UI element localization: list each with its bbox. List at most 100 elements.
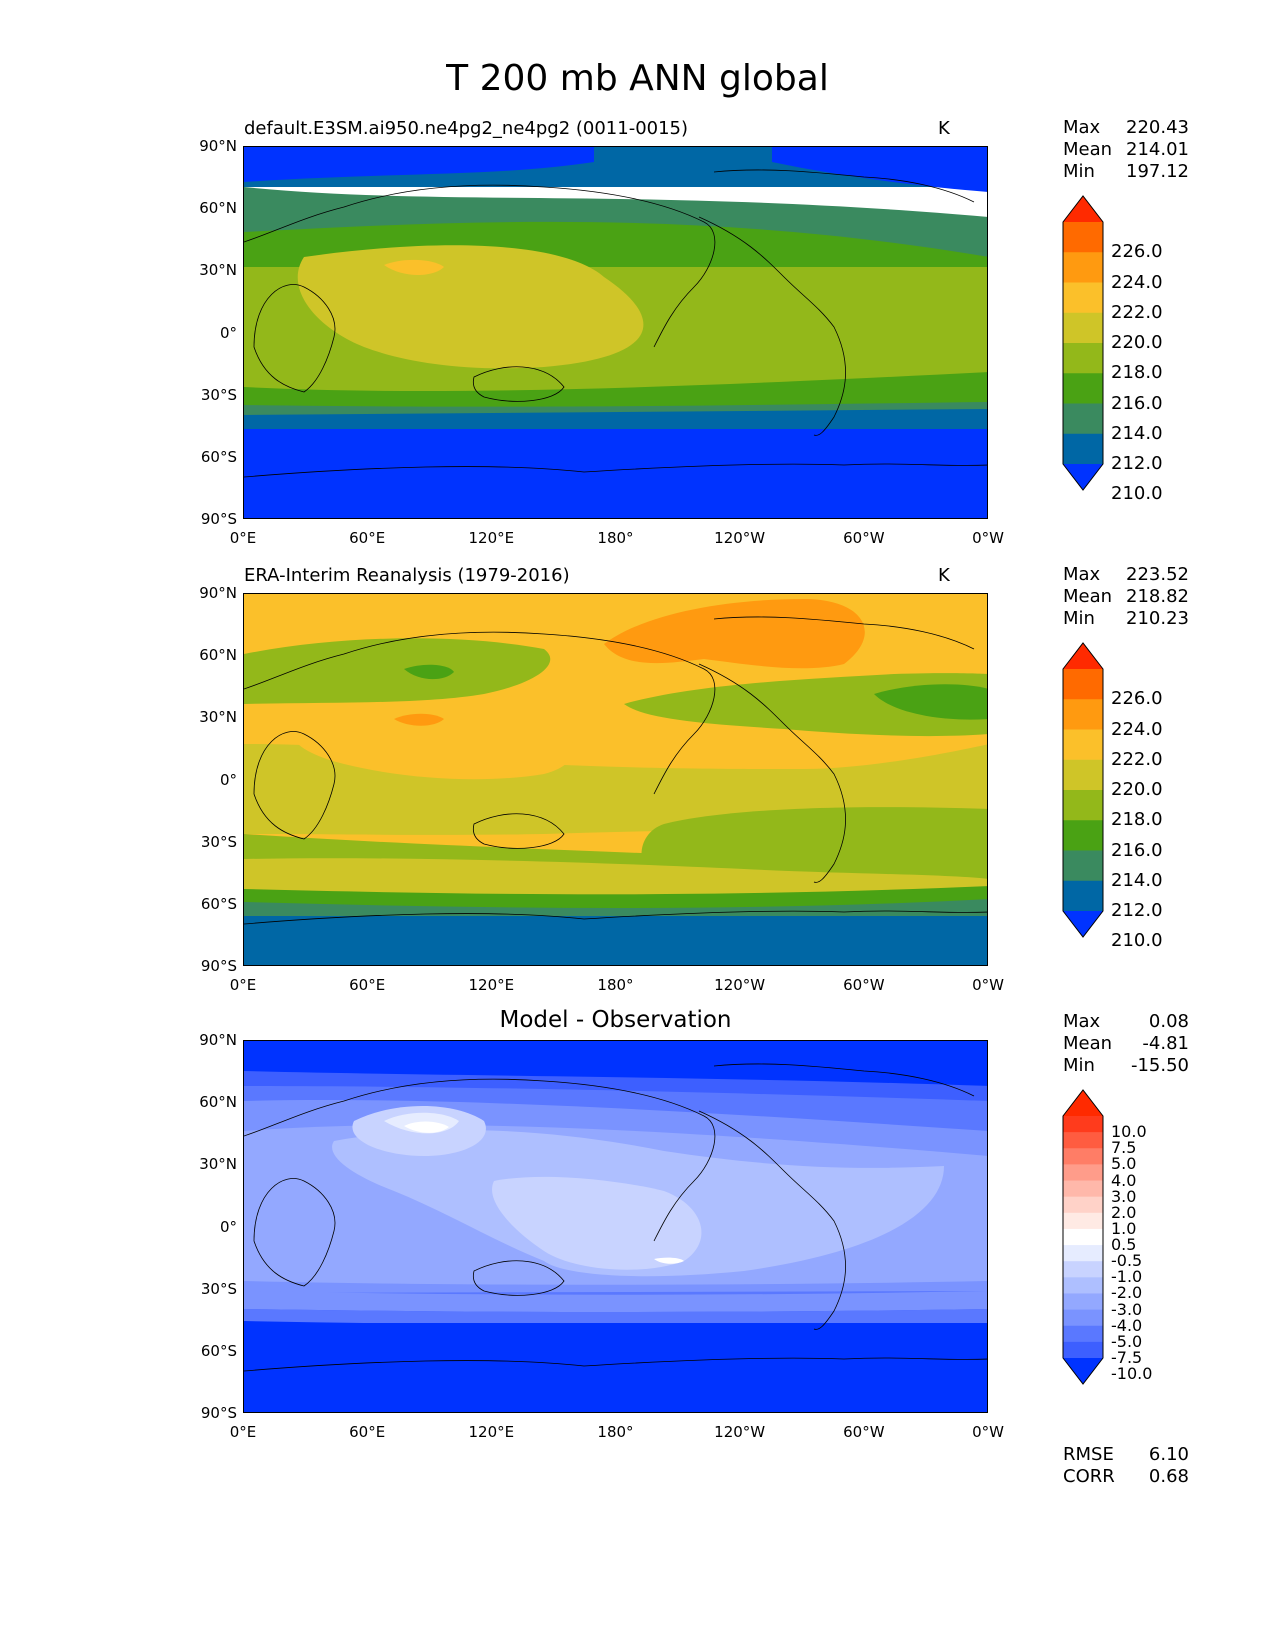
metrics: RMSE 6.10 CORR 0.68 [1063,1444,1189,1488]
colorbar-tick-label: 216.0 [1111,839,1163,861]
y-tick-label: 60°N [199,646,237,665]
colorbar-segment [1063,880,1103,912]
y-tick-label: 30°S [200,832,237,851]
colorbar-outline [1062,195,1104,491]
panel-3-title: Model - Observation [499,1007,732,1033]
x-tick-label: 0°W [972,529,1004,547]
obs-region-asia-cool [244,638,551,704]
main-title: T 200 mb ANN global [446,58,829,99]
colorbar-tick-label: 218.0 [1111,809,1163,831]
colorbar-tick-label: -7.5 [1111,1348,1143,1367]
obs-coastlines [244,616,987,925]
colorbar-segment [1063,1228,1103,1246]
stat-mean-label: Mean [1063,586,1113,607]
diff-region-warm-pool [492,1176,702,1270]
colorbar-tick-label: 212.0 [1111,900,1163,921]
colorbar-tick-label: 220.0 [1111,779,1163,800]
stat-min-value: 210.23 [1126,608,1189,629]
colorbar-segment [1063,343,1103,374]
stat-min-label: Min [1063,161,1095,182]
model-coastlines [244,169,987,478]
colorbar-segment [1063,1309,1103,1327]
model-band-southern-ocean [244,409,987,432]
colorbar-tick-label: -1.0 [1111,1267,1143,1287]
colorbar-tick-label: 224.0 [1111,271,1163,293]
stat-max-label: Max [1063,1011,1101,1032]
colorbar-tick-label: 2.0 [1111,1202,1137,1222]
map-model-svg [244,147,987,518]
colorbar-segment [1063,1261,1103,1278]
y-tick-label: 60°N [199,1093,237,1112]
y-tick-label: 30°S [200,385,237,404]
stats-diff: Max 0.08 Mean -4.81 Min -15.50 [1063,1011,1189,1077]
y-tick-label: 60°S [200,447,237,466]
map-model [243,146,988,519]
y-tick-label: 0° [219,1217,237,1236]
obs-band-antarctic [244,916,987,965]
colorbar-tick-label: 218.0 [1111,362,1163,384]
diff-region-asia-core [404,1121,449,1133]
model-region-arctic-left [244,147,594,182]
panel-1-units: K [938,118,950,139]
colorbar-tick-label: -5.0 [1111,1331,1143,1351]
colorbar-tick-label: -10.0 [1111,1364,1153,1384]
stats-obs: Max 223.52 Mean 218.82 Min 210.23 [1063,564,1189,630]
colorbar-tick-label: 220.0 [1111,332,1163,353]
colorbar-tick-label: 210.0 [1111,930,1163,952]
map-obs [243,593,988,966]
stat-min-label: Min [1063,1055,1095,1076]
stat-mean-value: 214.01 [1126,139,1189,160]
corr-label: CORR [1063,1466,1115,1487]
corr-value: 0.68 [1148,1466,1189,1487]
colorbar-segment [1063,1341,1103,1359]
panel-2-units: K [938,565,950,586]
colorbar-diff [1062,1089,1104,1385]
map-obs-svg [244,594,987,965]
x-tick-label: 120°E [468,976,515,994]
x-tick-label: 0°E [229,976,257,994]
stat-max-value: 0.08 [1148,1011,1189,1032]
colorbar-segment [1063,699,1103,730]
x-tick-label: 0°W [972,1423,1004,1441]
colorbar-segment [1063,820,1103,851]
y-tick-label: 60°S [200,894,237,913]
panel-1-title: default.E3SM.ai950.ne4pg2_ne4pg2 (0011-0… [244,118,689,139]
colorbar-obs [1062,642,1104,938]
model-region-warm-spot [384,259,444,275]
y-tick-label: 90°N [199,137,237,155]
diff-band-south-l2 [244,1309,987,1326]
x-tick-label: 120°E [468,1423,515,1441]
stat-mean-label: Mean [1063,139,1113,160]
obs-band-south-subtropic [244,858,987,894]
diff-band-south-l1 [244,1291,987,1312]
colorbar-segment [1063,1293,1103,1311]
colorbar-tick-label: 210.0 [1111,483,1163,505]
colorbar-segment [1063,222,1103,253]
stat-max-label: Max [1063,117,1101,138]
rmse-value: 6.10 [1148,1444,1189,1465]
stats-model: Max 220.43 Mean 214.01 Min 197.12 [1063,117,1189,183]
x-tick-label: 60°E [349,976,386,994]
colorbar-segment [1063,312,1103,344]
y-tick-label: 90°S [200,510,237,528]
colorbar-segment [1063,1196,1103,1214]
x-tick-label: 120°W [714,529,766,547]
model-band-antarctic [244,429,987,518]
colorbar-extend-top [1063,196,1103,222]
colorbar-segment [1063,1212,1103,1230]
model-band-subtropic-south [244,372,987,411]
colorbar-segment [1063,403,1103,435]
obs-band-south-midlat [244,886,987,911]
x-tick-label: 180° [597,529,634,547]
colorbar-segment [1063,1277,1103,1294]
colorbar-tick-label: 222.0 [1111,748,1163,770]
stat-max-value: 223.52 [1126,564,1189,585]
y-tick-label: 60°S [200,1341,237,1360]
y-tick-label: 0° [219,770,237,789]
panel-2-title: ERA-Interim Reanalysis (1979-2016) [244,565,570,586]
stat-min-label: Min [1063,608,1095,629]
model-region-arctic-right [772,147,987,192]
colorbar-segment [1063,759,1103,791]
x-tick-label: 0°E [229,529,257,547]
colorbar-segment [1063,850,1103,882]
